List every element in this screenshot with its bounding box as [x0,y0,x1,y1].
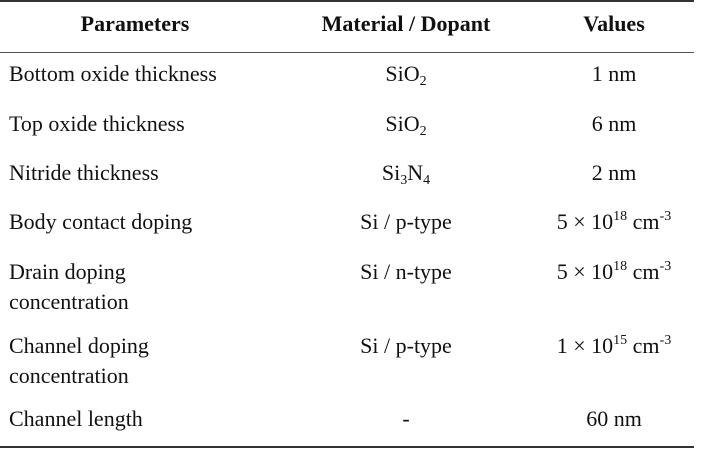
value-bottom-oxide: 1 nm [591,61,637,86]
param-drain-doping-line1: Drain doping [9,259,126,284]
material-top-oxide: SiO2 [385,111,427,139]
param-top-oxide-thickness: Top oxide thickness [9,111,185,136]
header-values: Values [583,11,645,36]
param-channel-length: Channel length [9,406,143,431]
table-header-rule [0,52,694,53]
value-drain: 5 × 1018 cm-3 [556,259,672,284]
value-nitride: 2 nm [591,160,637,185]
table-top-rule [0,0,694,2]
material-drain: Si / n-type [360,259,452,284]
param-drain-doping-line2: concentration [9,289,129,314]
param-nitride-thickness: Nitride thickness [9,160,159,185]
material-channel-length: - [402,406,410,431]
material-nitride: Si3N4 [381,160,431,188]
param-bottom-oxide-thickness: Bottom oxide thickness [9,61,217,86]
param-body-contact-doping: Body contact doping [9,209,193,234]
material-bottom-oxide: SiO2 [385,61,427,89]
param-channel-doping-line1: Channel doping [9,333,149,358]
value-body-contact: 5 × 1018 cm-3 [556,209,672,234]
material-channel: Si / p-type [360,333,452,358]
value-channel-length: 60 nm [586,406,642,431]
param-channel-doping-line2: concentration [9,363,129,388]
material-body-contact: Si / p-type [360,209,452,234]
value-top-oxide: 6 nm [591,111,637,136]
header-material-dopant: Material / Dopant [321,11,491,36]
value-channel-doping: 1 × 1015 cm-3 [556,333,672,358]
table-bottom-rule [0,446,694,448]
header-parameters: Parameters [80,11,190,36]
